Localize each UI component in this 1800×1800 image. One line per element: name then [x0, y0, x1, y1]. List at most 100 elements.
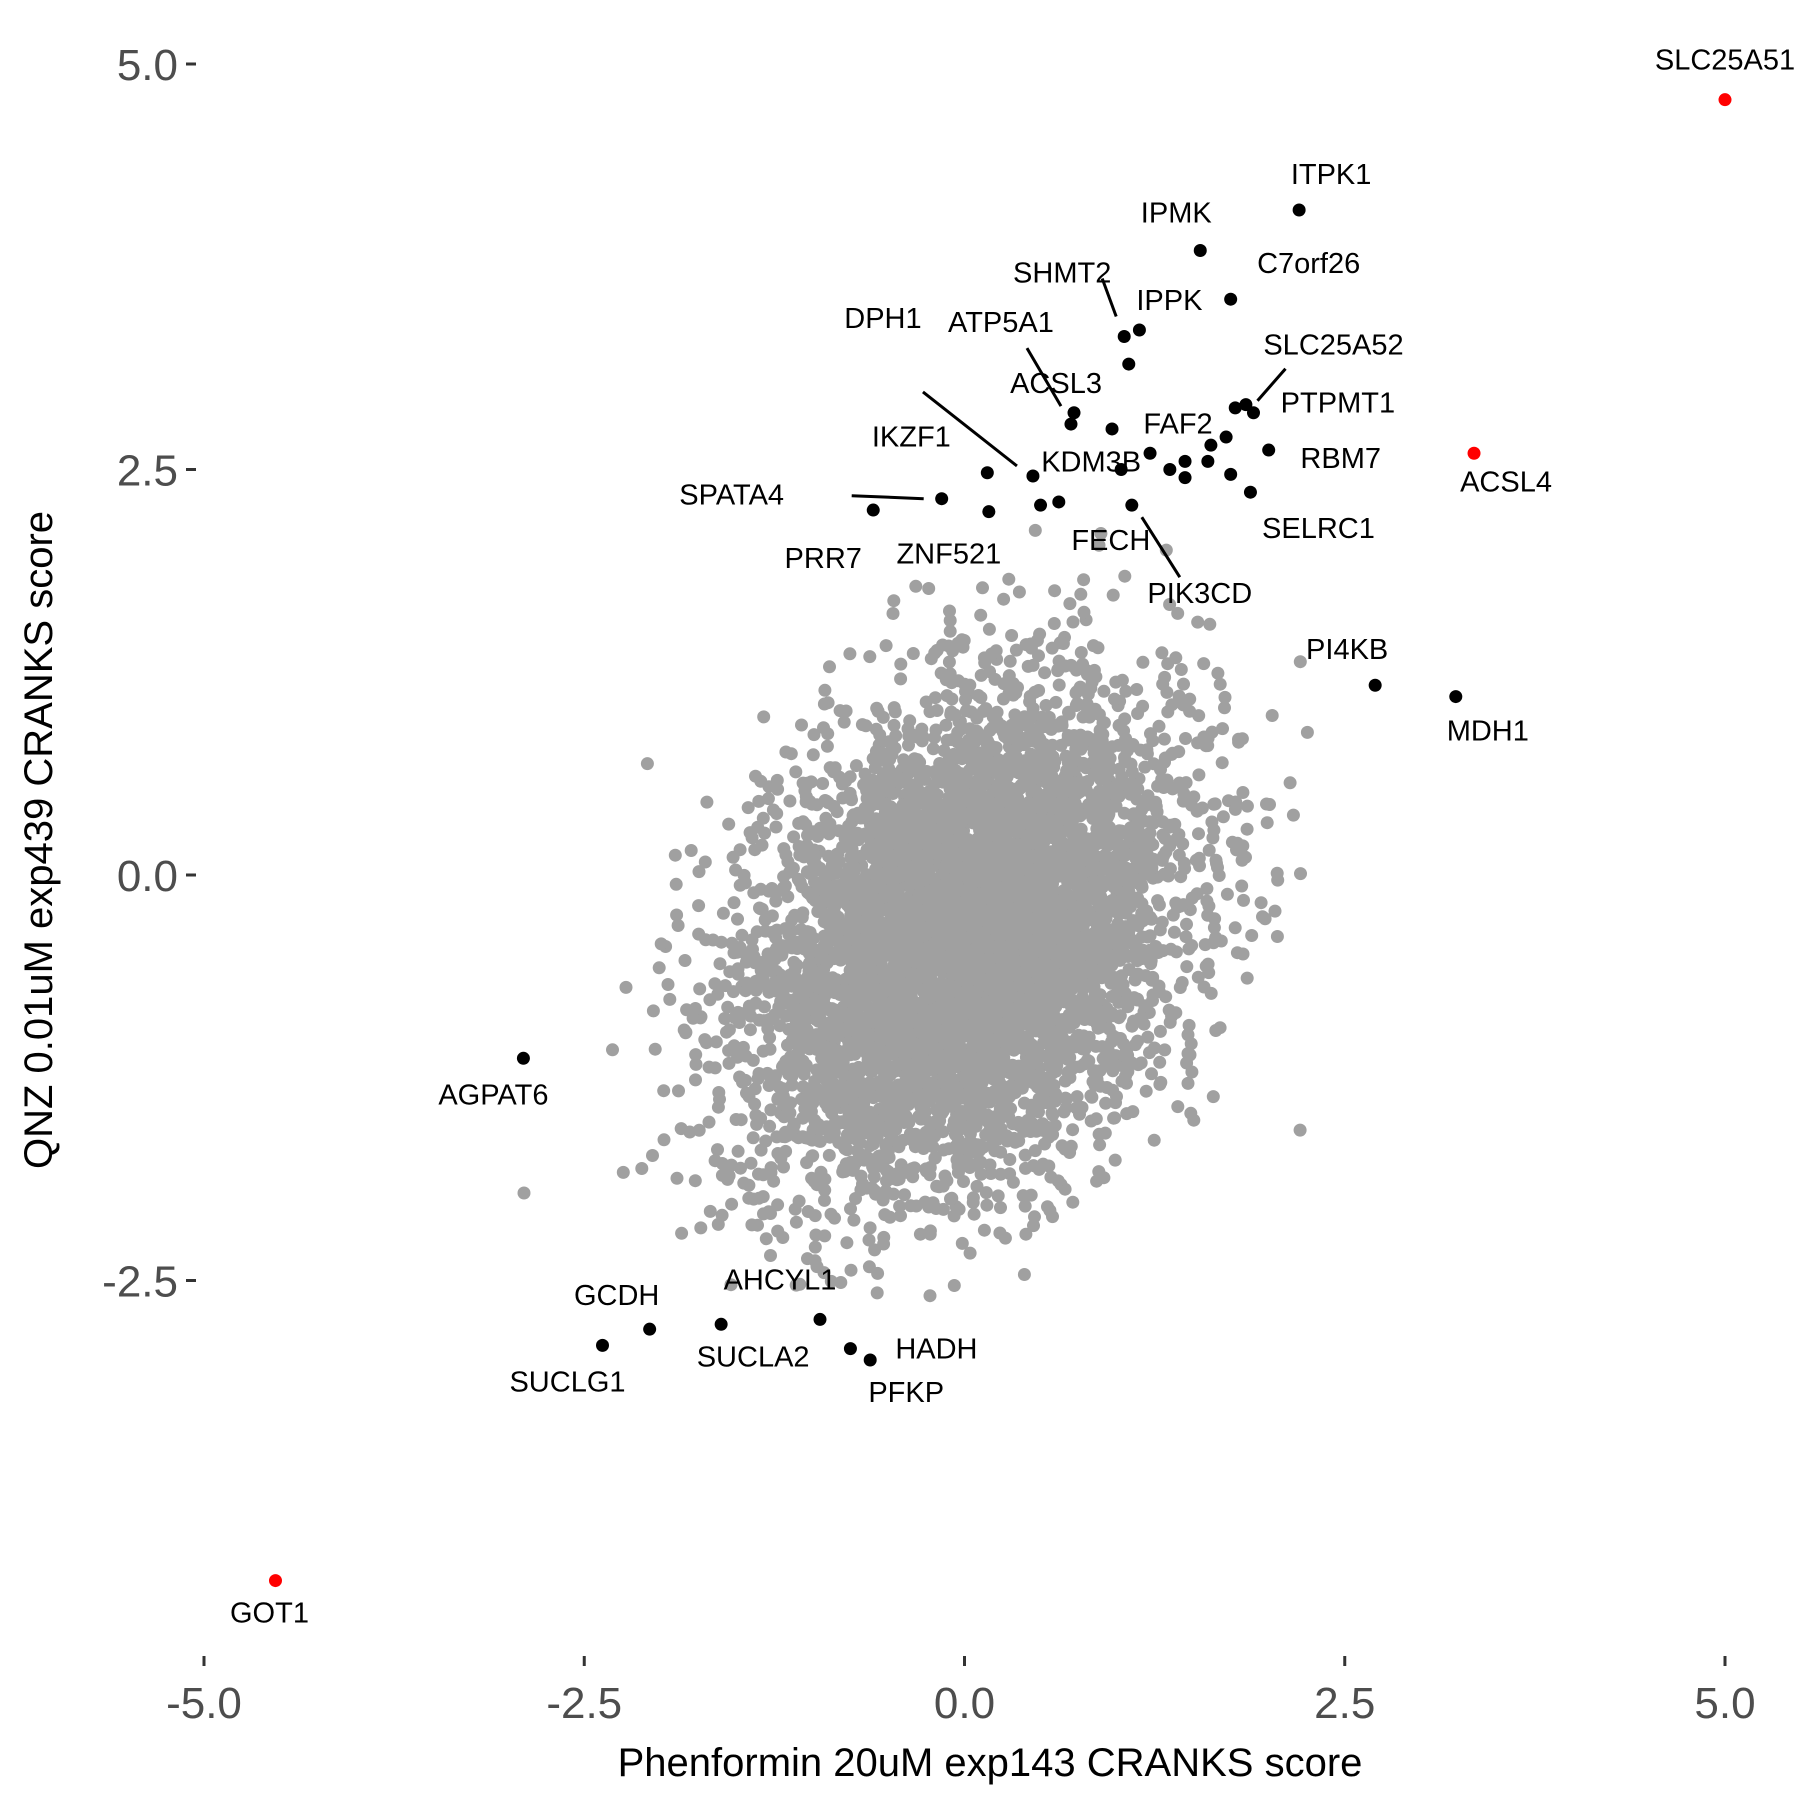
- background-point: [789, 1215, 803, 1229]
- background-point: [1197, 657, 1211, 671]
- background-point: [742, 1191, 756, 1205]
- background-point: [693, 982, 707, 996]
- background-point: [939, 718, 953, 732]
- background-point: [1161, 657, 1175, 671]
- background-point: [977, 1223, 991, 1237]
- background-point: [1008, 749, 1021, 763]
- background-point: [1153, 1024, 1167, 1038]
- background-point: [1038, 666, 1052, 680]
- background-point: [991, 1189, 1005, 1203]
- background-point: [1063, 597, 1077, 611]
- background-point: [731, 1144, 745, 1158]
- background-point: [755, 838, 769, 852]
- background-point: [764, 1103, 778, 1117]
- background-point: [1172, 689, 1186, 703]
- background-point: [1070, 697, 1084, 711]
- background-point: [749, 769, 762, 783]
- background-point: [748, 1097, 762, 1111]
- background-point: [1073, 809, 1087, 823]
- background-point: [1140, 747, 1154, 761]
- background-point: [943, 624, 957, 638]
- background-point: [616, 1165, 630, 1179]
- background-point: [1147, 1133, 1161, 1147]
- background-point: [833, 924, 846, 938]
- background-point: [976, 581, 989, 595]
- background-point: [849, 759, 863, 773]
- background-point: [743, 1023, 757, 1037]
- background-point: [1135, 880, 1149, 894]
- background-point: [1077, 776, 1091, 790]
- background-point: [947, 1279, 961, 1292]
- background-point: [1155, 646, 1169, 660]
- background-point: [689, 1057, 703, 1071]
- background-point: [1119, 684, 1133, 698]
- background-point: [770, 773, 784, 787]
- background-point: [833, 770, 847, 784]
- background-point: [938, 1169, 952, 1183]
- background-point: [827, 904, 841, 918]
- background-point: [955, 1236, 969, 1250]
- background-point: [1033, 627, 1047, 641]
- background-point: [735, 928, 749, 942]
- background-point: [1110, 867, 1124, 881]
- background-point: [966, 1191, 980, 1205]
- background-point: [713, 1092, 726, 1106]
- background-point: [1097, 684, 1111, 698]
- background-point: [688, 1174, 702, 1188]
- background-point: [866, 1182, 880, 1196]
- background-point: [819, 811, 833, 825]
- background-point: [746, 942, 759, 956]
- background-point: [837, 1139, 851, 1153]
- background-point: [752, 794, 766, 808]
- background-point: [859, 719, 873, 733]
- background-point: [1082, 1054, 1096, 1068]
- background-point: [721, 1000, 735, 1014]
- background-point: [902, 738, 915, 752]
- background-point: [963, 1246, 977, 1260]
- background-point: [762, 985, 776, 999]
- background-point: [821, 727, 835, 741]
- background-point: [864, 1064, 878, 1078]
- background-point: [771, 1224, 785, 1238]
- background-point: [722, 1023, 736, 1037]
- background-point: [945, 1191, 959, 1205]
- background-point: [1145, 1067, 1158, 1081]
- background-point: [914, 1099, 928, 1113]
- background-point: [843, 647, 857, 661]
- background-point: [967, 1207, 981, 1221]
- background-point: [771, 1092, 785, 1106]
- background-point: [1213, 677, 1227, 691]
- background-point: [1240, 799, 1254, 813]
- background-point: [951, 674, 965, 688]
- background-point: [1182, 1018, 1196, 1032]
- background-point: [663, 992, 677, 1006]
- background-point: [865, 1128, 879, 1142]
- background-point: [765, 962, 779, 976]
- background-point: [1180, 917, 1193, 931]
- background-point: [1220, 887, 1234, 901]
- background-point: [1108, 1153, 1122, 1167]
- background-point: [671, 919, 685, 932]
- background-point: [906, 647, 920, 660]
- background-point: [876, 1193, 890, 1207]
- background-point: [1153, 1055, 1167, 1069]
- background-point: [1294, 867, 1307, 881]
- background-point: [1099, 1096, 1113, 1110]
- background-point: [823, 660, 836, 674]
- background-point: [883, 1210, 897, 1224]
- background-point: [619, 980, 633, 994]
- background-point: [942, 655, 956, 669]
- background-point: [1089, 1112, 1103, 1126]
- background-point: [740, 1086, 753, 1100]
- background-point: [1152, 979, 1166, 993]
- background-point: [745, 933, 759, 947]
- background-point: [1039, 699, 1053, 712]
- background-point: [971, 1093, 985, 1107]
- background-point: [904, 1199, 918, 1213]
- background-point: [1156, 815, 1170, 829]
- background-point: [746, 1053, 760, 1067]
- background-point: [1006, 1175, 1020, 1189]
- background-point: [820, 739, 834, 753]
- background-point: [692, 927, 706, 941]
- background-point: [996, 725, 1010, 739]
